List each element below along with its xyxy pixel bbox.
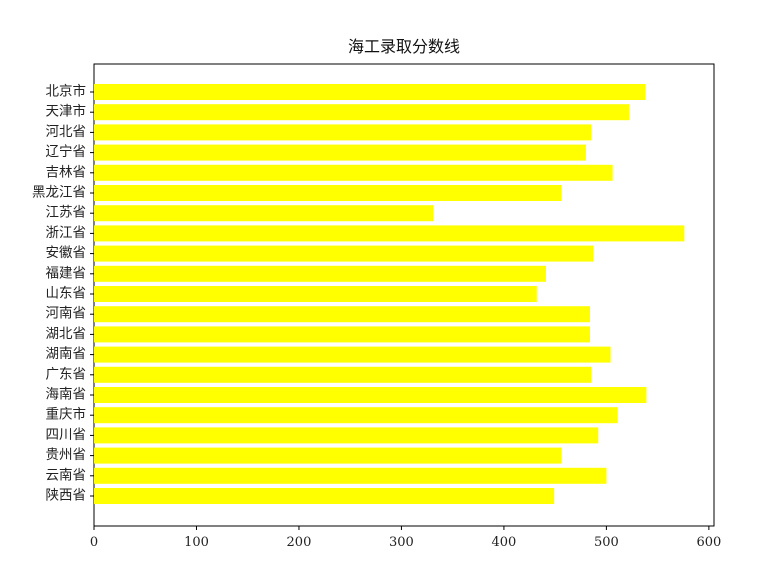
bar [94,225,685,242]
y-tick-label: 天津市 [46,103,87,120]
y-tick-label: 海南省 [46,387,87,403]
bars-group [94,84,685,504]
y-tick-label: 江苏省 [46,205,87,221]
y-tick-label: 辽宁省 [46,143,87,160]
x-tick-label: 100 [184,535,209,550]
bar [94,124,592,141]
y-tick-label: 浙江省 [46,225,87,241]
y-tick-label: 贵州省 [46,447,87,463]
x-tick-label: 0 [90,535,98,550]
bar [94,427,599,444]
x-tick-label: 400 [492,535,517,550]
y-axis: 北京市天津市河北省辽宁省吉林省黑龙江省江苏省浙江省安徽省福建省山东省河南省湖北省… [32,83,94,504]
x-axis: 0 100 200 300 400 500 600 [90,526,721,550]
bar [94,447,562,464]
bar [94,387,647,403]
bar [94,84,646,100]
bar [94,164,613,181]
y-tick-label: 湖南省 [46,346,87,362]
y-tick-label: 北京市 [46,83,87,100]
x-tick-label: 600 [696,535,721,550]
y-tick-label: 河南省 [46,306,87,322]
y-tick-label: 河北省 [46,124,87,140]
bar [94,326,590,343]
x-tick-label: 300 [389,535,414,550]
y-tick-label: 湖北省 [46,326,87,342]
bar [94,144,586,161]
y-tick-label: 吉林省 [46,164,87,180]
y-tick-label: 安徽省 [46,245,87,261]
bar [94,205,434,222]
bar [94,286,537,302]
y-tick-label: 广东省 [46,366,87,382]
bar [94,104,629,121]
bar [94,407,618,424]
x-tick-label: 200 [287,535,312,550]
y-tick-label: 四川省 [46,427,87,443]
bar [94,366,592,383]
y-tick-label: 山东省 [46,286,87,302]
x-tick-label: 500 [594,535,619,550]
bar [94,265,546,282]
bar [94,346,611,363]
bar [94,185,562,201]
bar [94,306,590,323]
y-tick-label: 云南省 [46,467,87,483]
bar [94,467,607,484]
y-tick-label: 重庆市 [46,406,87,423]
y-tick-label: 陕西省 [46,488,87,504]
y-tick-label: 福建省 [46,265,87,281]
y-tick-label: 黑龙江省 [32,185,86,201]
bar [94,488,555,504]
bar [94,245,594,262]
chart-title: 海工录取分数线 [348,37,460,56]
